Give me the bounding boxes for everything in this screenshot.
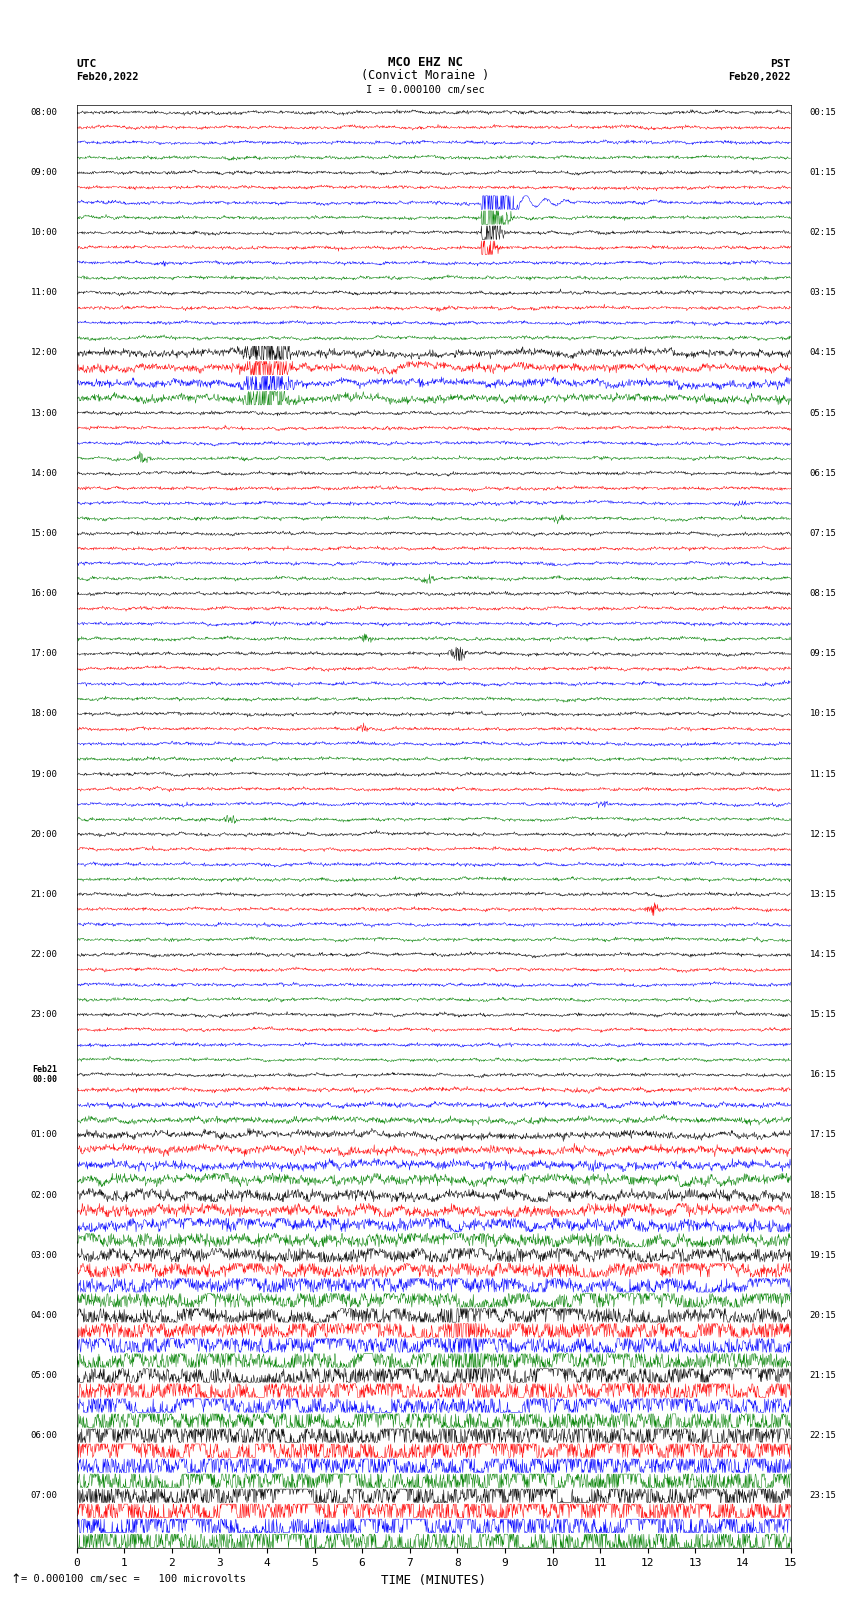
X-axis label: TIME (MINUTES): TIME (MINUTES) xyxy=(381,1574,486,1587)
Text: 01:00: 01:00 xyxy=(31,1131,58,1139)
Text: 13:00: 13:00 xyxy=(31,408,58,418)
Text: 07:15: 07:15 xyxy=(809,529,836,537)
Text: 01:15: 01:15 xyxy=(809,168,836,177)
Text: 03:15: 03:15 xyxy=(809,289,836,297)
Text: 20:15: 20:15 xyxy=(809,1311,836,1319)
Text: 05:00: 05:00 xyxy=(31,1371,58,1381)
Text: 05:15: 05:15 xyxy=(809,408,836,418)
Text: 03:00: 03:00 xyxy=(31,1250,58,1260)
Text: 22:15: 22:15 xyxy=(809,1431,836,1440)
Text: 11:00: 11:00 xyxy=(31,289,58,297)
Text: 09:15: 09:15 xyxy=(809,648,836,658)
Text: 08:00: 08:00 xyxy=(31,108,58,116)
Text: 12:15: 12:15 xyxy=(809,829,836,839)
Text: 17:00: 17:00 xyxy=(31,648,58,658)
Text: 02:15: 02:15 xyxy=(809,227,836,237)
Text: 07:00: 07:00 xyxy=(31,1492,58,1500)
Text: PST: PST xyxy=(770,58,790,69)
Text: 10:15: 10:15 xyxy=(809,710,836,718)
Text: 02:00: 02:00 xyxy=(31,1190,58,1200)
Text: 20:00: 20:00 xyxy=(31,829,58,839)
Text: 12:00: 12:00 xyxy=(31,348,58,358)
Text: 00:15: 00:15 xyxy=(809,108,836,116)
Text: 19:00: 19:00 xyxy=(31,769,58,779)
Text: 19:15: 19:15 xyxy=(809,1250,836,1260)
Text: 11:15: 11:15 xyxy=(809,769,836,779)
Text: Feb20,2022: Feb20,2022 xyxy=(728,73,791,82)
Text: 21:15: 21:15 xyxy=(809,1371,836,1381)
Text: 23:00: 23:00 xyxy=(31,1010,58,1019)
Text: 14:00: 14:00 xyxy=(31,469,58,477)
Text: MCO EHZ NC: MCO EHZ NC xyxy=(388,55,462,69)
Text: 18:15: 18:15 xyxy=(809,1190,836,1200)
Text: 22:00: 22:00 xyxy=(31,950,58,960)
Text: Feb20,2022: Feb20,2022 xyxy=(76,73,139,82)
Text: 15:15: 15:15 xyxy=(809,1010,836,1019)
Text: 17:15: 17:15 xyxy=(809,1131,836,1139)
Text: 04:15: 04:15 xyxy=(809,348,836,358)
Text: 10:00: 10:00 xyxy=(31,227,58,237)
Text: Feb21
00:00: Feb21 00:00 xyxy=(32,1065,58,1084)
Text: UTC: UTC xyxy=(76,58,97,69)
Text: 16:00: 16:00 xyxy=(31,589,58,598)
Text: 15:00: 15:00 xyxy=(31,529,58,537)
Text: = 0.000100 cm/sec =   100 microvolts: = 0.000100 cm/sec = 100 microvolts xyxy=(21,1574,246,1584)
Text: 08:15: 08:15 xyxy=(809,589,836,598)
Text: 06:00: 06:00 xyxy=(31,1431,58,1440)
Text: 06:15: 06:15 xyxy=(809,469,836,477)
Text: $\uparrow$: $\uparrow$ xyxy=(8,1573,21,1586)
Text: 23:15: 23:15 xyxy=(809,1492,836,1500)
Text: 16:15: 16:15 xyxy=(809,1071,836,1079)
Text: (Convict Moraine ): (Convict Moraine ) xyxy=(361,69,489,82)
Text: 09:00: 09:00 xyxy=(31,168,58,177)
Text: 04:00: 04:00 xyxy=(31,1311,58,1319)
Text: I = 0.000100 cm/sec: I = 0.000100 cm/sec xyxy=(366,85,484,95)
Text: 18:00: 18:00 xyxy=(31,710,58,718)
Text: 13:15: 13:15 xyxy=(809,890,836,898)
Text: 14:15: 14:15 xyxy=(809,950,836,960)
Text: 21:00: 21:00 xyxy=(31,890,58,898)
